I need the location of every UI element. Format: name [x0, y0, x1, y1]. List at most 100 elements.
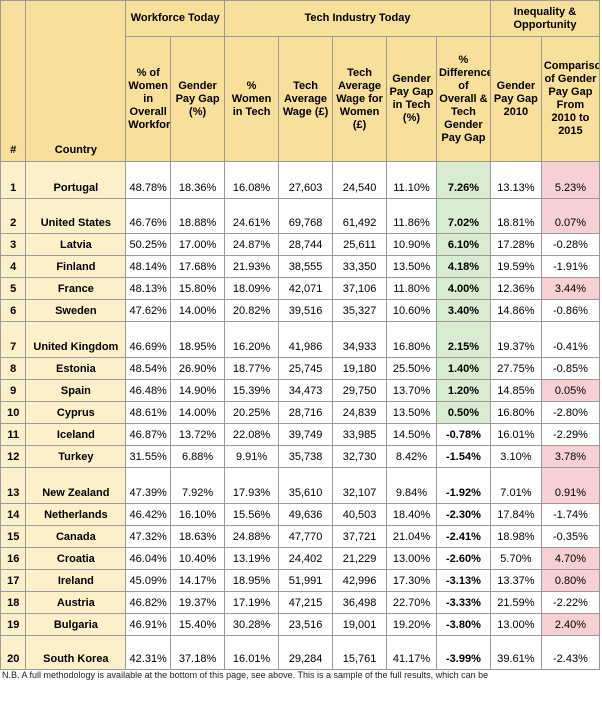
women-workforce-cell: 46.87% [125, 423, 172, 446]
pay-gap-cell: 26.90% [170, 357, 226, 380]
women-workforce-cell: 50.25% [125, 233, 172, 256]
rank-cell: 7 [0, 321, 27, 358]
pay-gap-2010-cell: 18.98% [489, 525, 542, 548]
women-tech-cell: 9.91% [224, 445, 280, 468]
rank-cell: 4 [0, 255, 27, 278]
col-country: Country [25, 36, 127, 162]
difference-cell: 7.02% [435, 198, 491, 234]
women-workforce-cell: 48.61% [125, 401, 172, 424]
table-row: 4 Finland 48.14% 17.68% 21.93% 38,555 33,350 13… [0, 255, 601, 278]
women-workforce-cell: 45.09% [125, 569, 172, 592]
difference-cell: -0.78% [435, 423, 491, 446]
pay-gap-cell: 15.40% [170, 613, 226, 636]
tech-wage-cell: 39,749 [278, 423, 334, 446]
rank-cell: 15 [0, 525, 27, 548]
tech-wage-cell: 49,636 [278, 503, 334, 526]
pay-gap-2010-cell: 27.75% [489, 357, 542, 380]
difference-cell: -1.54% [435, 445, 491, 468]
pay-gap-2010-cell: 5.70% [489, 547, 542, 570]
comparison-cell: -2.29% [540, 423, 601, 446]
col-tech-wage: Tech Average Wage (£) [278, 36, 334, 162]
country-cell: United Kingdom [25, 321, 127, 358]
pay-gap-2010-cell: 19.59% [489, 255, 542, 278]
tech-wage-cell: 27,603 [278, 161, 334, 199]
table-body: 1 Portugal 48.78% 18.36% 16.08% 27,603 24,540 1… [0, 161, 601, 670]
pay-gap-2010-cell: 39.61% [489, 635, 542, 670]
tech-wage-cell: 51,991 [278, 569, 334, 592]
tech-wage-women-cell: 37,106 [332, 277, 388, 300]
pay-gap-2010-cell: 7.01% [489, 467, 542, 504]
women-tech-cell: 30.28% [224, 613, 280, 636]
pay-gap-tech-cell: 14.50% [386, 423, 437, 446]
pay-gap-tech-cell: 19.20% [386, 613, 437, 636]
tech-wage-women-cell: 40,503 [332, 503, 388, 526]
comparison-cell: 3.44% [540, 277, 601, 300]
table-row: 7 United Kingdom 46.69% 18.95% 16.20% 41,986 3… [0, 321, 601, 358]
pay-gap-cell: 10.40% [170, 547, 226, 570]
women-tech-cell: 22.08% [224, 423, 280, 446]
tech-wage-women-cell: 24,839 [332, 401, 388, 424]
table-row: 13 New Zealand 47.39% 7.92% 17.93% 35,610 32,1… [0, 467, 601, 504]
pay-gap-tech-cell: 9.84% [386, 467, 437, 504]
tech-wage-cell: 39,516 [278, 299, 334, 322]
pay-gap-cell: 14.00% [170, 299, 226, 322]
tech-wage-cell: 23,516 [278, 613, 334, 636]
difference-cell: -3.33% [435, 591, 491, 614]
tech-wage-cell: 35,610 [278, 467, 334, 504]
country-cell: Latvia [25, 233, 127, 256]
table-row: 5 France 48.13% 15.80% 18.09% 42,071 37,106 11.… [0, 277, 601, 300]
women-tech-cell: 16.01% [224, 635, 280, 670]
rank-cell: 14 [0, 503, 27, 526]
pay-gap-cell: 14.90% [170, 379, 226, 402]
tech-wage-women-cell: 19,180 [332, 357, 388, 380]
tech-wage-women-cell: 24,540 [332, 161, 388, 199]
women-tech-cell: 24.88% [224, 525, 280, 548]
tech-wage-women-cell: 21,229 [332, 547, 388, 570]
pay-gap-2010-cell: 16.80% [489, 401, 542, 424]
column-header-row: # Country % of Women in Overall Workforc… [0, 36, 601, 162]
comparison-cell: 0.07% [540, 198, 601, 234]
col-women-workforce: % of Women in Overall Workforce [125, 36, 172, 162]
women-workforce-cell: 42.31% [125, 635, 172, 670]
women-tech-cell: 18.95% [224, 569, 280, 592]
women-tech-cell: 15.39% [224, 379, 280, 402]
group-header-row: Workforce Today Tech Industry Today Ineq… [0, 0, 601, 37]
pay-gap-cell: 7.92% [170, 467, 226, 504]
table-row: 19 Bulgaria 46.91% 15.40% 30.28% 23,516 19,001… [0, 613, 601, 636]
table-row: 11 Iceland 46.87% 13.72% 22.08% 39,749 33,985 1… [0, 423, 601, 446]
tech-wage-women-cell: 42,996 [332, 569, 388, 592]
country-cell: Portugal [25, 161, 127, 199]
women-tech-cell: 15.56% [224, 503, 280, 526]
col-pay-gap: Gender Pay Gap (%) [170, 36, 226, 162]
rank-cell: 6 [0, 299, 27, 322]
pay-gap-tech-cell: 8.42% [386, 445, 437, 468]
women-tech-cell: 20.25% [224, 401, 280, 424]
country-cell: France [25, 277, 127, 300]
tech-wage-women-cell: 34,933 [332, 321, 388, 358]
women-tech-cell: 16.20% [224, 321, 280, 358]
table-row: 14 Netherlands 46.42% 16.10% 15.56% 49,636 40,… [0, 503, 601, 526]
tech-wage-cell: 34,473 [278, 379, 334, 402]
country-cell: Sweden [25, 299, 127, 322]
country-cell: Cyprus [25, 401, 127, 424]
pay-gap-cell: 18.36% [170, 161, 226, 199]
difference-cell: 0.50% [435, 401, 491, 424]
country-cell: Austria [25, 591, 127, 614]
pay-gap-cell: 14.17% [170, 569, 226, 592]
women-tech-cell: 17.93% [224, 467, 280, 504]
table-row: 18 Austria 46.82% 19.37% 17.19% 47,215 36,498 2… [0, 591, 601, 614]
difference-cell: 2.15% [435, 321, 491, 358]
pay-gap-2010-cell: 16.01% [489, 423, 542, 446]
blank-corner [0, 0, 27, 37]
tech-wage-cell: 42,071 [278, 277, 334, 300]
pay-gap-cell: 6.88% [170, 445, 226, 468]
tech-wage-cell: 24,402 [278, 547, 334, 570]
tech-wage-women-cell: 29,750 [332, 379, 388, 402]
women-tech-cell: 24.87% [224, 233, 280, 256]
difference-cell: 4.00% [435, 277, 491, 300]
difference-cell: -3.80% [435, 613, 491, 636]
women-workforce-cell: 46.48% [125, 379, 172, 402]
pay-gap-tech-cell: 21.04% [386, 525, 437, 548]
pay-gap-tech-cell: 22.70% [386, 591, 437, 614]
pay-gap-tech-cell: 41.17% [386, 635, 437, 670]
